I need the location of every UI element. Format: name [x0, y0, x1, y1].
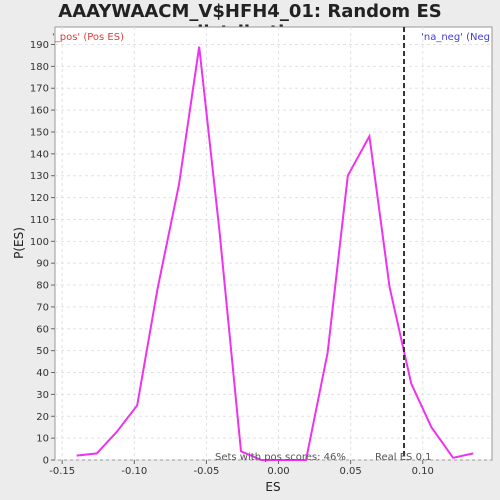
y-tick-label: 110 [30, 215, 49, 226]
legend-pos-label: '_pos' (Pos ES) [52, 32, 124, 43]
real-es-annotation: Real ES 0.1 [375, 452, 431, 463]
y-tick-label: 100 [30, 237, 49, 248]
y-tick-label: 120 [30, 193, 49, 204]
y-tick-label: 70 [36, 302, 49, 313]
y-tick-label: 0 [43, 456, 49, 467]
x-tick-label: 0.05 [340, 466, 362, 477]
y-axis: 0 10 20 30 40 50 60 70 80 90 100 110 120 130 140 150 160… [30, 40, 55, 467]
grid-lines [55, 27, 492, 461]
x-axis-label: ES [265, 480, 280, 494]
y-tick-label: 80 [36, 281, 49, 292]
series-line [76, 46, 474, 461]
x-tick-label: -0.05 [193, 466, 219, 477]
x-tick-label: 0.10 [412, 466, 434, 477]
y-tick-label: 160 [30, 106, 49, 117]
y-tick-label: 40 [36, 368, 49, 379]
y-tick-label: 150 [30, 127, 49, 138]
y-tick-label: 190 [30, 40, 49, 51]
series-group [76, 46, 474, 461]
y-tick-label: 90 [36, 259, 49, 270]
legend-neg-label: 'na_neg' (Neg [421, 32, 490, 43]
y-tick-label: 20 [36, 412, 49, 423]
y-tick-label: 130 [30, 171, 49, 182]
x-tick-label: -0.10 [121, 466, 147, 477]
x-tick-label: -0.15 [49, 466, 75, 477]
y-axis-label: P(ES) [12, 227, 26, 259]
y-tick-label: 10 [36, 434, 49, 445]
y-tick-label: 30 [36, 390, 49, 401]
y-tick-label: 180 [30, 62, 49, 73]
sets-pos-annotation: Sets with pos scores: 46% [215, 452, 346, 463]
plot-area [54, 26, 493, 461]
y-tick-label: 170 [30, 84, 49, 95]
x-tick-label: 0.00 [267, 466, 289, 477]
y-tick-label: 140 [30, 149, 49, 160]
y-tick-label: 50 [36, 346, 49, 357]
y-tick-label: 60 [36, 324, 49, 335]
